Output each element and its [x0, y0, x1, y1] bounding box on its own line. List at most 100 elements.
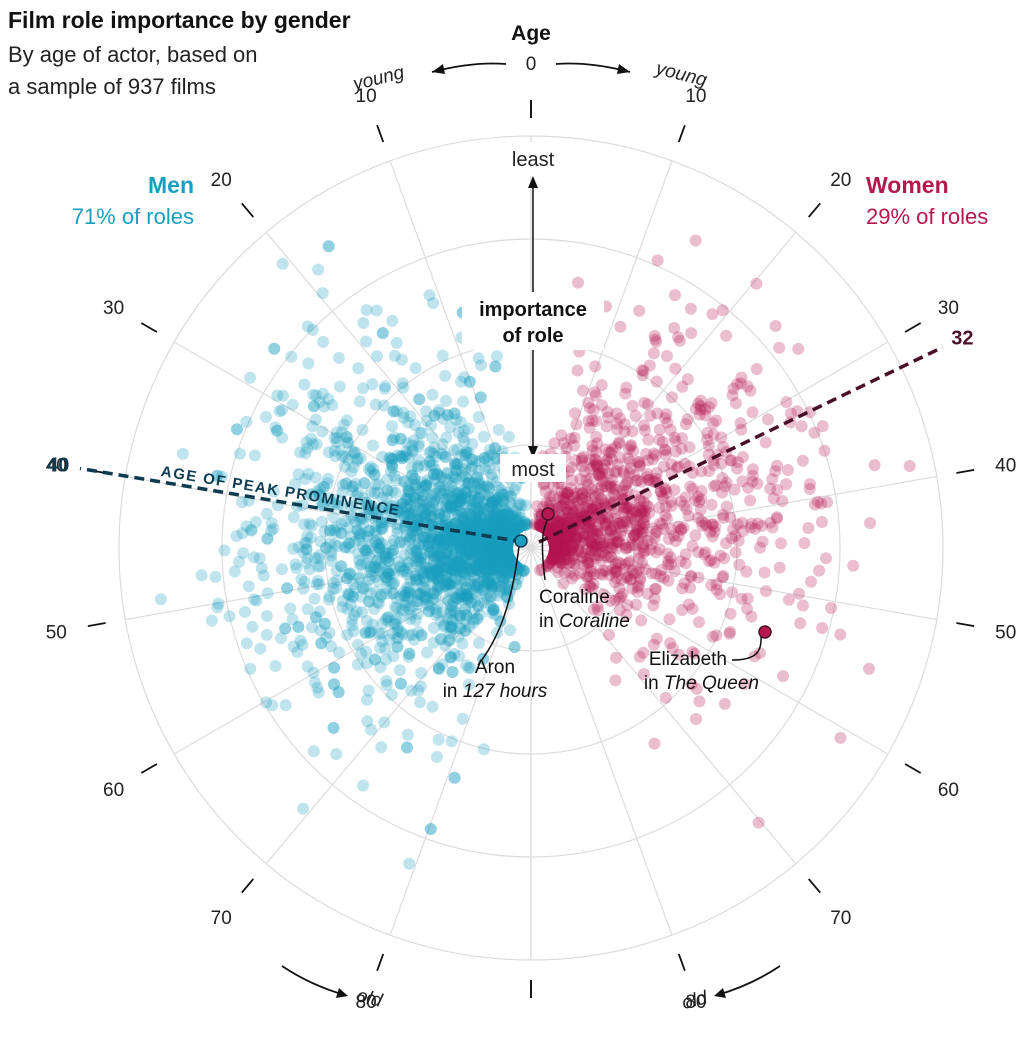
men-point [502, 548, 514, 561]
men-point [487, 562, 500, 575]
women-point [679, 557, 692, 570]
men-point [348, 446, 361, 459]
men-point [349, 535, 362, 548]
men-point [231, 423, 243, 436]
men-point [287, 511, 300, 524]
men-point [474, 556, 487, 569]
men-point [387, 587, 400, 600]
men-point [325, 554, 338, 567]
men-point [335, 560, 348, 573]
men-point [391, 527, 404, 539]
men-point [504, 529, 517, 542]
men-point [326, 399, 339, 412]
women-legend-label: Women [866, 172, 949, 198]
men-point [391, 632, 404, 645]
men-point [487, 557, 500, 570]
men-point [497, 555, 510, 568]
men-point [409, 481, 421, 494]
men-point [491, 517, 504, 530]
men-point [373, 504, 385, 517]
men-point [337, 418, 350, 431]
men-point [466, 534, 479, 546]
men-point [502, 549, 515, 562]
men-point [501, 546, 514, 559]
men-point [499, 524, 512, 537]
men-point [378, 716, 391, 729]
men-point [331, 499, 344, 512]
men-point [501, 538, 514, 551]
men-point [486, 496, 499, 509]
men-point [499, 543, 512, 556]
men-point [328, 678, 340, 691]
men-point [240, 637, 253, 650]
women-point [600, 420, 613, 433]
men-point [510, 479, 523, 492]
men-point [290, 562, 303, 575]
men-point [499, 572, 512, 585]
men-point [474, 608, 487, 621]
women-point [679, 418, 692, 431]
men-point [470, 559, 483, 572]
men-point [443, 578, 456, 591]
men-point [484, 577, 497, 590]
men-point [485, 579, 498, 592]
men-point [447, 604, 460, 617]
men-point [484, 509, 497, 522]
men-point [394, 432, 407, 445]
women-age-tick-label: 40 [995, 455, 1016, 476]
men-point [504, 529, 517, 541]
men-point [391, 505, 404, 517]
men-point [330, 748, 343, 760]
men-point [269, 660, 282, 672]
men-point [493, 517, 505, 530]
aron-label: Aron [475, 657, 515, 678]
men-point [387, 405, 400, 418]
men-point [340, 431, 353, 443]
men-point [506, 526, 519, 539]
men-point [508, 524, 521, 537]
men-point [493, 540, 506, 553]
men-point [485, 448, 498, 461]
men-point [398, 475, 411, 488]
men-point [501, 545, 514, 558]
men-point [431, 565, 444, 578]
women-point [654, 570, 667, 583]
men-point [461, 485, 474, 498]
men-point [409, 478, 422, 491]
men-point [484, 590, 497, 603]
men-point [459, 486, 472, 499]
women-age-tick-label: 50 [995, 623, 1016, 644]
women-point [750, 363, 763, 375]
men-point [495, 542, 508, 555]
men-point [411, 513, 424, 526]
men-point [426, 521, 439, 534]
men-point [458, 540, 471, 553]
men-point [286, 613, 299, 626]
men-point [501, 541, 513, 554]
men-point [507, 525, 520, 538]
men-point [452, 556, 465, 568]
men-point [427, 636, 440, 649]
men-point [455, 547, 468, 560]
women-point [629, 409, 642, 422]
men-point [492, 516, 505, 529]
men-point [433, 534, 446, 547]
men-point [442, 523, 455, 536]
men-point [408, 473, 421, 485]
men-point [508, 525, 521, 537]
men-point [458, 532, 471, 545]
age-tick-mark [376, 124, 385, 143]
men-point [420, 405, 433, 418]
men-point [504, 496, 517, 509]
men-point [485, 540, 498, 553]
men-point [307, 745, 320, 758]
men-point [458, 520, 470, 532]
men-point [488, 556, 501, 569]
men-point [400, 445, 413, 458]
men-point [501, 544, 514, 557]
men-point [492, 554, 505, 567]
men-point [380, 587, 392, 600]
men-point [328, 524, 341, 537]
women-point [610, 407, 623, 420]
men-point [268, 342, 281, 355]
